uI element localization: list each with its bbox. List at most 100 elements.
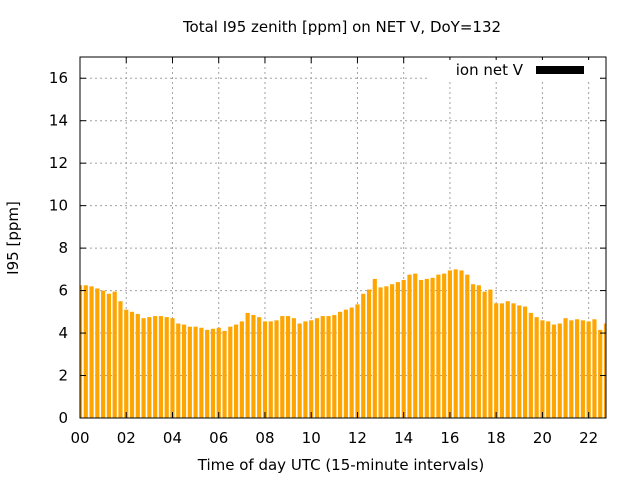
bar	[141, 318, 146, 418]
bar	[280, 316, 285, 418]
bar	[470, 284, 476, 418]
x-tick-label: 20	[533, 429, 552, 447]
y-tick-labels: 0 2 4 6 8 10 12 14 16	[49, 69, 68, 427]
y-tick-label: 14	[49, 112, 68, 130]
x-tick-label: 18	[487, 429, 506, 447]
bar	[488, 289, 493, 418]
y-tick-label: 0	[58, 409, 68, 427]
bar	[418, 279, 424, 418]
bar	[245, 312, 250, 418]
bar	[546, 321, 551, 418]
bar	[459, 270, 464, 418]
bar	[181, 324, 187, 418]
bar	[465, 274, 470, 418]
bar	[522, 306, 528, 418]
bar	[384, 286, 389, 418]
x-tick-label: 16	[440, 429, 459, 447]
plot-frame	[79, 56, 607, 419]
bar	[268, 321, 273, 418]
x-tick-label: 04	[163, 429, 182, 447]
legend: ion net V	[428, 60, 600, 80]
bar	[199, 327, 204, 418]
x-tick-label: 08	[255, 429, 274, 447]
y-tick-label: 16	[49, 69, 68, 87]
bar	[216, 327, 221, 418]
bar	[274, 320, 279, 418]
bar	[395, 282, 400, 418]
bar	[286, 316, 291, 418]
x-tick-label: 02	[117, 429, 136, 447]
bar	[372, 278, 377, 418]
bar	[291, 318, 296, 418]
bar	[89, 286, 94, 418]
bar	[575, 319, 580, 418]
bar	[430, 277, 435, 418]
bar	[447, 270, 453, 418]
bar	[205, 329, 210, 418]
bar	[303, 321, 308, 418]
bar	[124, 309, 129, 418]
bar	[569, 320, 574, 418]
x-tick-label: 06	[209, 429, 228, 447]
bar	[135, 313, 140, 418]
bar	[80, 285, 83, 418]
legend-background	[428, 60, 600, 80]
bar	[534, 317, 539, 418]
bar	[511, 303, 516, 418]
bar	[228, 326, 233, 418]
bar	[378, 287, 383, 418]
bar	[233, 324, 239, 418]
axis-ticks	[79, 57, 606, 419]
x-tick-label: 10	[302, 429, 321, 447]
bars	[80, 269, 606, 418]
bar	[355, 304, 360, 418]
bar	[563, 318, 568, 418]
x-tick-labels: 00 02 04 06 08 10 12 14 16 18 20 22	[70, 429, 598, 447]
chart-title: Total I95 zenith [ppm] on NET V, DoY=132	[182, 18, 501, 36]
bar	[118, 301, 123, 418]
bar	[603, 323, 606, 418]
legend-swatch	[536, 66, 584, 74]
bar	[309, 320, 314, 418]
bar	[193, 326, 198, 418]
bar	[153, 316, 158, 418]
bar	[598, 329, 603, 418]
bar	[413, 273, 418, 418]
bar	[442, 273, 447, 418]
bar	[83, 285, 88, 418]
bar	[551, 324, 557, 418]
x-tick-label: 22	[579, 429, 598, 447]
bar	[349, 307, 354, 418]
bar	[586, 321, 591, 418]
x-axis-label: Time of day UTC (15-minute intervals)	[197, 456, 484, 474]
bar	[320, 316, 325, 418]
bar	[314, 318, 320, 418]
x-tick-label: 14	[394, 429, 413, 447]
bar	[106, 293, 111, 418]
bar	[257, 317, 262, 418]
bar	[262, 321, 268, 418]
bar	[366, 289, 372, 418]
bar	[251, 315, 256, 418]
bar	[407, 274, 412, 418]
bar	[101, 290, 106, 418]
x-tick-label: 00	[70, 429, 89, 447]
legend-label: ion net V	[456, 61, 524, 79]
bar	[239, 321, 244, 418]
bar	[499, 303, 505, 418]
bar	[592, 319, 597, 418]
bar	[176, 323, 181, 418]
bar	[343, 309, 348, 418]
bar	[401, 279, 406, 418]
bar	[338, 311, 343, 418]
bar	[580, 320, 585, 418]
bar	[164, 317, 169, 418]
y-tick-label: 2	[58, 367, 68, 385]
bar	[129, 311, 135, 418]
y-tick-label: 8	[58, 239, 68, 257]
bar	[517, 305, 522, 418]
bar	[557, 323, 562, 418]
bar	[332, 315, 337, 418]
bar	[326, 316, 331, 418]
